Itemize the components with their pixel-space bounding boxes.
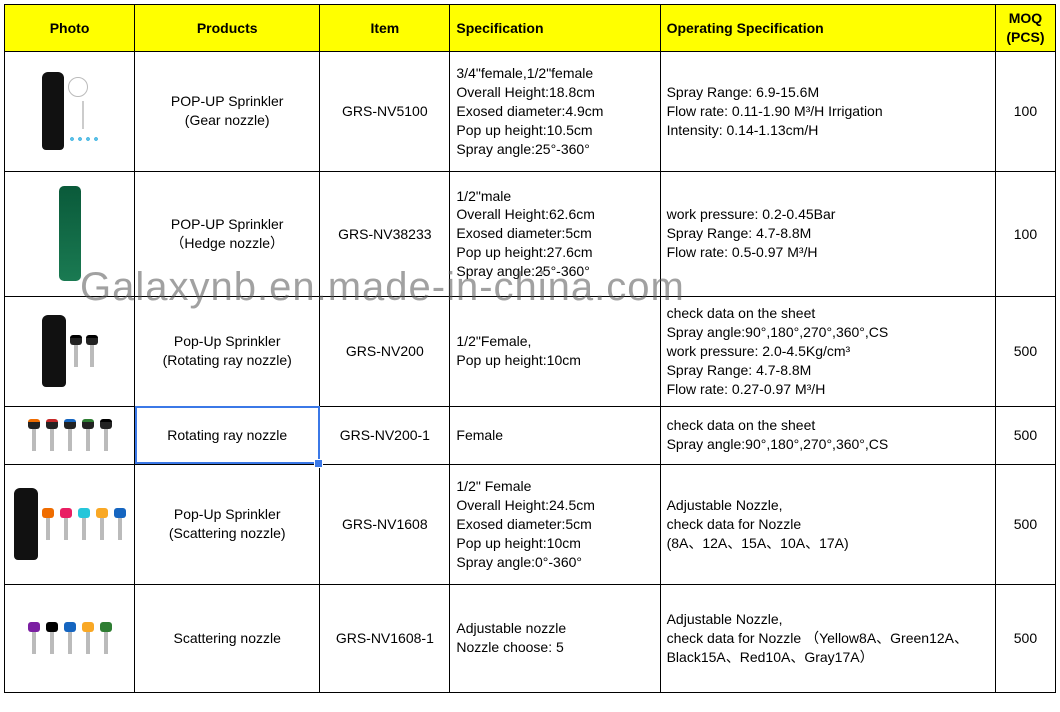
cell-photo bbox=[5, 171, 135, 296]
cell-item[interactable]: GRS-NV1608-1 bbox=[320, 584, 450, 692]
header-item: Item bbox=[320, 5, 450, 52]
cell-photo bbox=[5, 406, 135, 464]
table-row: POP-UP Sprinkler (Gear nozzle)GRS-NV5100… bbox=[5, 51, 1056, 171]
cell-photo bbox=[5, 464, 135, 584]
table-row: Rotating ray nozzleGRS-NV200-1Femalechec… bbox=[5, 406, 1056, 464]
cell-opspec[interactable]: check data on the sheet Spray angle:90°,… bbox=[660, 406, 995, 464]
cell-spec[interactable]: 1/2"Female, Pop up height:10cm bbox=[450, 296, 660, 406]
table-header-row: Photo Products Item Specification Operat… bbox=[5, 5, 1056, 52]
table-row: Scattering nozzleGRS-NV1608-1Adjustable … bbox=[5, 584, 1056, 692]
cell-moq[interactable]: 500 bbox=[995, 584, 1055, 692]
cell-moq[interactable]: 500 bbox=[995, 464, 1055, 584]
cell-spec[interactable]: 1/2"male Overall Height:62.6cm Exosed di… bbox=[450, 171, 660, 296]
cell-spec[interactable]: Female bbox=[450, 406, 660, 464]
header-photo: Photo bbox=[5, 5, 135, 52]
table-row: POP-UP Sprinkler （Hedge nozzle）GRS-NV382… bbox=[5, 171, 1056, 296]
product-table: Photo Products Item Specification Operat… bbox=[4, 4, 1056, 693]
cell-spec[interactable]: 1/2" Female Overall Height:24.5cm Exosed… bbox=[450, 464, 660, 584]
cell-opspec[interactable]: Spray Range: 6.9-15.6M Flow rate: 0.11-1… bbox=[660, 51, 995, 171]
cell-item[interactable]: GRS-NV1608 bbox=[320, 464, 450, 584]
cell-spec[interactable]: Adjustable nozzle Nozzle choose: 5 bbox=[450, 584, 660, 692]
cell-products[interactable]: POP-UP Sprinkler （Hedge nozzle） bbox=[135, 171, 320, 296]
cell-item[interactable]: GRS-NV200-1 bbox=[320, 406, 450, 464]
header-moq: MOQ (PCS) bbox=[995, 5, 1055, 52]
cell-photo bbox=[5, 51, 135, 171]
cell-products[interactable]: Pop-Up Sprinkler (Scattering nozzle) bbox=[135, 464, 320, 584]
cell-moq[interactable]: 500 bbox=[995, 296, 1055, 406]
header-opspec: Operating Specification bbox=[660, 5, 995, 52]
cell-photo bbox=[5, 296, 135, 406]
cell-opspec[interactable]: work pressure: 0.2-0.45Bar Spray Range: … bbox=[660, 171, 995, 296]
cell-photo bbox=[5, 584, 135, 692]
cell-spec[interactable]: 3/4"female,1/2"female Overall Height:18.… bbox=[450, 51, 660, 171]
cell-item[interactable]: GRS-NV5100 bbox=[320, 51, 450, 171]
cell-moq[interactable]: 100 bbox=[995, 171, 1055, 296]
cell-products[interactable]: Pop-Up Sprinkler (Rotating ray nozzle) bbox=[135, 296, 320, 406]
header-products: Products bbox=[135, 5, 320, 52]
cell-opspec[interactable]: Adjustable Nozzle, check data for Nozzle… bbox=[660, 584, 995, 692]
cell-products[interactable]: Scattering nozzle bbox=[135, 584, 320, 692]
cell-opspec[interactable]: check data on the sheet Spray angle:90°,… bbox=[660, 296, 995, 406]
cell-opspec[interactable]: Adjustable Nozzle, check data for Nozzle… bbox=[660, 464, 995, 584]
cell-moq[interactable]: 100 bbox=[995, 51, 1055, 171]
cell-products[interactable]: POP-UP Sprinkler (Gear nozzle) bbox=[135, 51, 320, 171]
cell-moq[interactable]: 500 bbox=[995, 406, 1055, 464]
cell-item[interactable]: GRS-NV200 bbox=[320, 296, 450, 406]
table-row: Pop-Up Sprinkler (Rotating ray nozzle)GR… bbox=[5, 296, 1056, 406]
cell-item[interactable]: GRS-NV38233 bbox=[320, 171, 450, 296]
cell-products[interactable]: Rotating ray nozzle bbox=[135, 406, 320, 464]
header-spec: Specification bbox=[450, 5, 660, 52]
table-row: Pop-Up Sprinkler (Scattering nozzle)GRS-… bbox=[5, 464, 1056, 584]
